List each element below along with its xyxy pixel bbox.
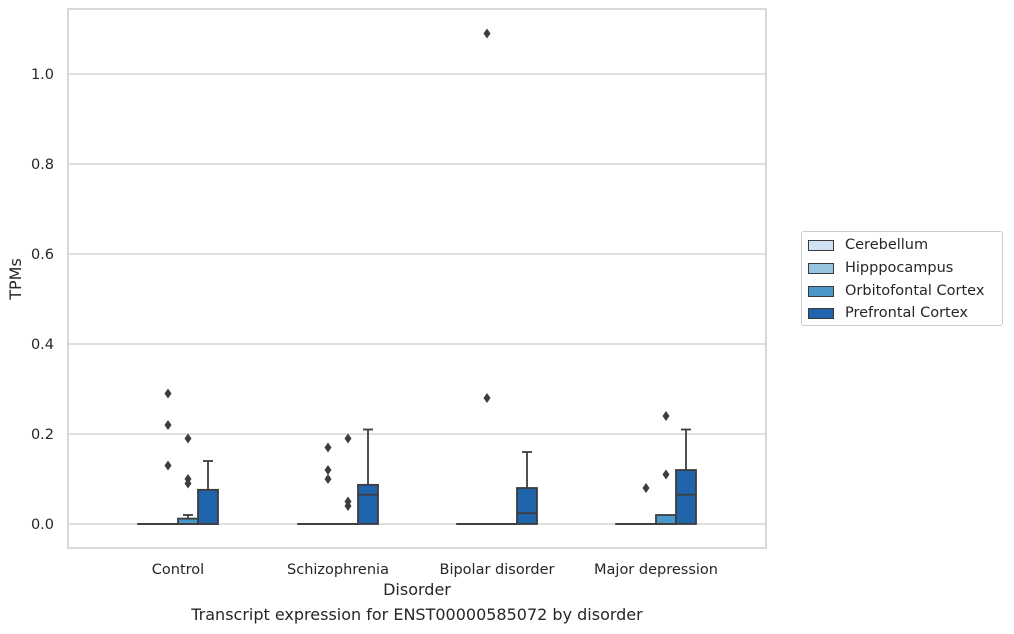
box-plots xyxy=(137,28,697,525)
y-tick-label: 0.0 xyxy=(31,517,54,533)
box xyxy=(516,487,538,525)
x-axis-label: Disorder xyxy=(383,580,451,599)
x-tick-label: Major depression xyxy=(594,562,718,578)
legend-swatch xyxy=(808,307,834,319)
x-tick-labels: Control Schizophrenia Bipolar disorder Majo… xyxy=(152,562,718,578)
outlier-point xyxy=(662,469,670,480)
outlier-point xyxy=(483,393,491,403)
outlier-point xyxy=(324,474,332,484)
legend-label: Prefrontal Cortex xyxy=(845,305,968,321)
box-group xyxy=(655,411,677,525)
box-group xyxy=(516,451,538,525)
box xyxy=(357,483,379,525)
box-group xyxy=(675,428,697,525)
outlier-point xyxy=(164,388,172,399)
y-tick-label: 0.4 xyxy=(31,337,54,353)
legend-item-orbitofrontal-cortex: Orbitofontal Cortex xyxy=(808,281,984,301)
y-tick-label: 0.8 xyxy=(31,157,54,173)
x-tick-label: Schizophrenia xyxy=(287,562,389,578)
legend-label: Cerebellum xyxy=(845,237,929,253)
box-group xyxy=(177,433,199,525)
outlier-point xyxy=(662,411,670,421)
plot-area xyxy=(67,8,767,549)
outlier-point xyxy=(164,420,172,430)
y-tick-labels: 0.0 0.2 0.4 0.6 0.8 1.0 xyxy=(31,67,54,533)
outlier-point xyxy=(324,442,332,453)
legend-item-hippocampus: Hipppocampus xyxy=(808,258,953,278)
outlier-point xyxy=(344,501,352,511)
legend-item-prefrontal-cortex: Prefrontal Cortex xyxy=(808,303,968,323)
outlier-point xyxy=(483,28,491,39)
outlier-point xyxy=(642,483,650,493)
outlier-point xyxy=(184,478,192,489)
outlier-point xyxy=(164,460,172,471)
y-axis-label: TPMs xyxy=(6,258,25,301)
legend-item-cerebellum: Cerebellum xyxy=(808,235,928,255)
box xyxy=(675,469,697,525)
legend-swatch xyxy=(808,262,834,274)
outlier-point xyxy=(344,433,352,444)
legend-label: Orbitofontal Cortex xyxy=(845,283,985,299)
x-tick-label: Control xyxy=(152,562,204,578)
x-tick-label: Bipolar disorder xyxy=(440,562,555,578)
y-tick-label: 0.2 xyxy=(31,427,54,443)
box-group xyxy=(197,460,219,525)
box-group xyxy=(317,442,339,525)
outlier-point xyxy=(324,465,332,475)
legend-swatch xyxy=(808,285,834,297)
legend: Cerebellum Hipppocampus Orbitofontal Cor… xyxy=(801,231,1003,326)
outlier-point xyxy=(184,433,192,444)
box-group xyxy=(357,428,379,525)
box xyxy=(655,514,677,525)
y-tick-label: 0.6 xyxy=(31,247,54,263)
figure-caption: Transcript expression for ENST0000058507… xyxy=(191,605,643,624)
y-tick-label: 1.0 xyxy=(31,67,54,83)
legend-swatch xyxy=(808,239,834,251)
legend-label: Hipppocampus xyxy=(845,260,954,276)
box xyxy=(197,488,219,525)
